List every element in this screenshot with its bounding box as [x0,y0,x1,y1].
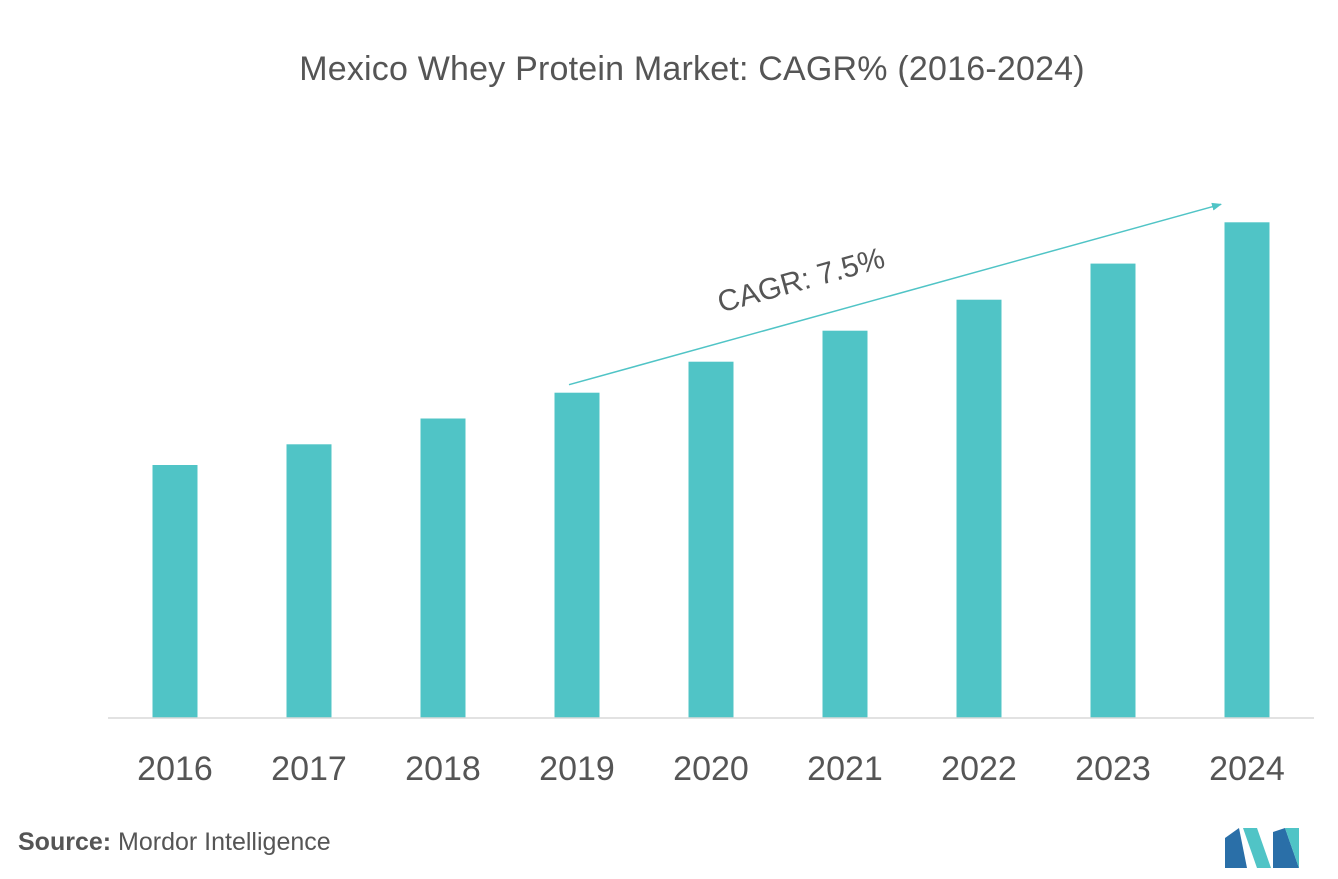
x-tick-label-2018: 2018 [405,750,481,788]
chart-title: Mexico Whey Protein Market: CAGR% (2016-… [299,50,1085,88]
bar-2020 [688,361,734,718]
bar-2023 [1090,263,1136,718]
source-note: Source: Mordor Intelligence [18,828,331,857]
bar-2017 [286,444,332,718]
bar-2016 [152,465,198,718]
cagr-arrow [568,202,1222,386]
x-tick-labels: 2016 2017 2018 2019 2020 2021 2022 2023 2024 [137,750,1285,788]
bar-2022 [956,299,1002,718]
x-tick-label-2019: 2019 [539,750,615,788]
x-tick-label-2021: 2021 [807,750,883,788]
mordor-intelligence-logo [1225,828,1299,868]
bar-2021 [822,330,868,718]
x-tick-label-2023: 2023 [1075,750,1151,788]
bars-layer [152,222,1270,719]
cagr-label: CAGR: 7.5% [714,242,888,320]
bar-2018 [420,418,466,718]
x-tick-label-2022: 2022 [941,750,1017,788]
x-tick-label-2017: 2017 [271,750,347,788]
x-tick-label-2016: 2016 [137,750,213,788]
logo-shape-middle [1243,828,1271,868]
source-text: Mordor Intelligence [118,828,331,856]
bar-2019 [554,392,600,718]
logo-shape-right [1273,828,1299,868]
x-tick-label-2020: 2020 [673,750,749,788]
source-label: Source: [18,828,112,856]
logo-shape-left [1225,828,1247,868]
logo-shape-right-accent [1285,828,1299,868]
bar-2024 [1224,222,1270,719]
x-tick-label-2024: 2024 [1209,750,1285,788]
